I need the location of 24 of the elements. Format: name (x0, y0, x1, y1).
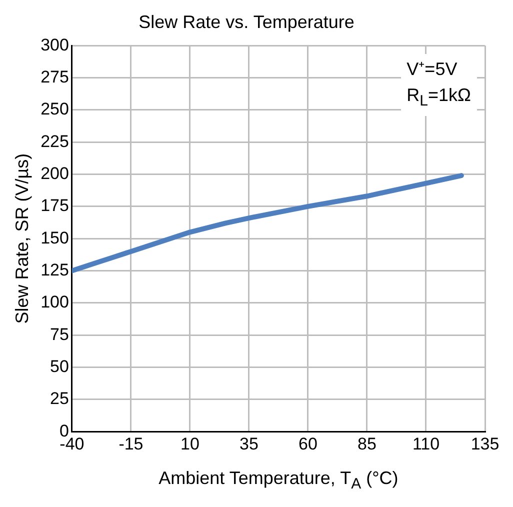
x-tick-label: 110 (412, 434, 440, 454)
x-tick-label: -15 (118, 434, 144, 454)
y-tick-label: 75 (50, 324, 69, 344)
y-tick-label: 200 (40, 164, 69, 183)
y-tick-label: 275 (40, 67, 69, 86)
x-tick-label: 135 (470, 434, 500, 454)
annotation: V⁺=5V (406, 58, 458, 81)
chart-title: Slew Rate vs. Temperature (138, 12, 354, 32)
y-tick-label: 125 (40, 260, 69, 280)
x-axis-title: Ambient Temperature, T$_{A}$ (°C) (158, 468, 400, 493)
y-tick-label: 225 (40, 132, 69, 151)
y-tick-label: 100 (40, 292, 69, 312)
x-tick-label: 10 (180, 434, 200, 454)
y-tick-label: 50 (50, 356, 69, 376)
x-tick-label: 85 (358, 434, 376, 454)
x-tick-label: 60 (298, 434, 318, 454)
y-tick-label: 25 (50, 389, 69, 408)
y-tick-label: 250 (40, 100, 69, 119)
y-tick-label: 175 (40, 196, 69, 216)
x-tick-label: 35 (240, 434, 258, 454)
annotation: R$_{L}$=1kΩ (406, 84, 471, 112)
y-tick-label: 150 (40, 228, 69, 248)
y-axis-title: Slew Rate, SR (V/µs) (12, 153, 32, 324)
y-tick-label: 300 (40, 35, 69, 54)
